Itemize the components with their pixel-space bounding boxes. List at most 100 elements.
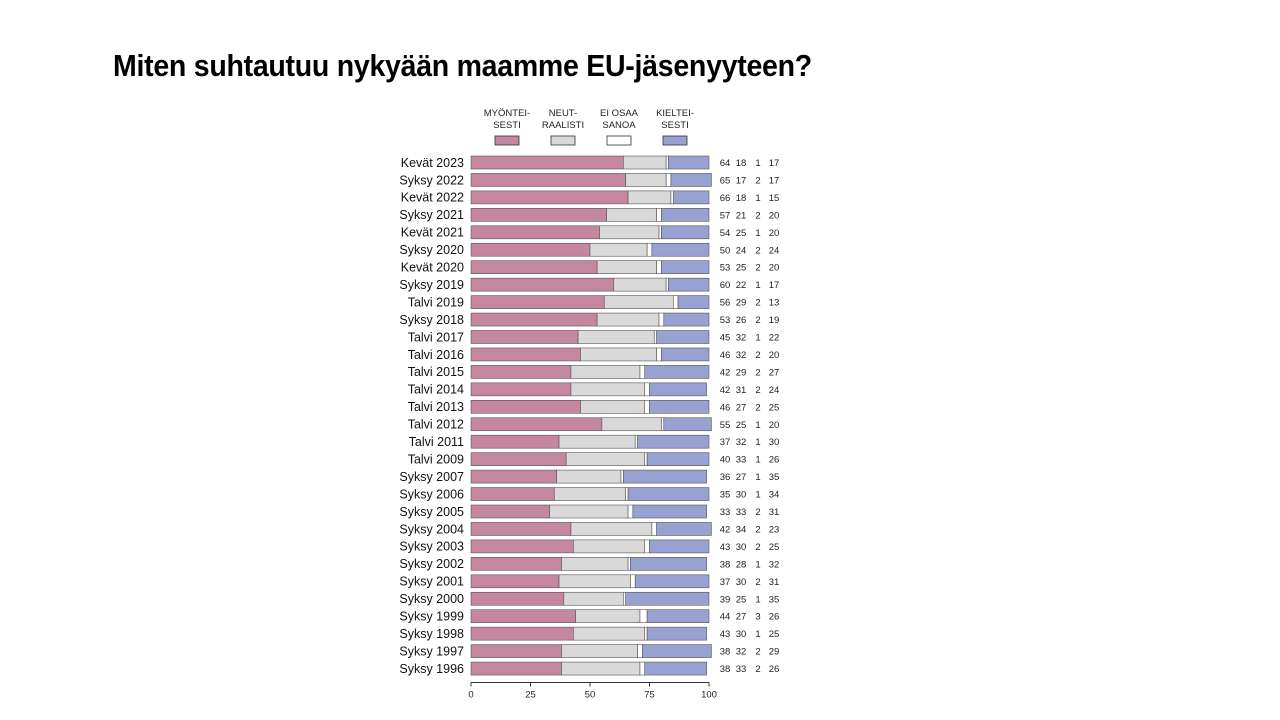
bar-segment — [570, 522, 653, 536]
value-label: 20 — [769, 350, 780, 361]
value-label: 2 — [755, 402, 760, 413]
value-label: 53 — [720, 315, 731, 326]
legend-label: SESTI — [661, 120, 688, 131]
value-label: 25 — [769, 629, 780, 640]
bar-segment — [665, 277, 669, 292]
value-label: 1 — [755, 629, 760, 640]
value-label: 35 — [769, 472, 780, 483]
bar-row: Kevät 2020 53 25 2 20 — [401, 260, 779, 275]
bar-segment — [470, 574, 560, 589]
value-label: 2 — [755, 245, 760, 256]
value-label: 34 — [769, 490, 780, 501]
category-label: Syksy 2022 — [399, 173, 464, 187]
bar-segment — [470, 365, 572, 379]
bar-segment — [470, 399, 581, 414]
value-label: 40 — [720, 455, 731, 466]
bar-row: Syksy 2003 43 30 2 25 — [399, 539, 780, 554]
bar-row: Talvi 2013 46 27 2 25 — [408, 399, 779, 414]
bar-segment — [625, 487, 629, 501]
bar-segment — [661, 225, 710, 240]
bar-segment — [644, 399, 650, 414]
bar-segment — [656, 330, 710, 344]
value-label: 37 — [720, 577, 731, 588]
value-label: 46 — [720, 402, 731, 413]
category-label: Syksy 2000 — [399, 592, 464, 606]
bar-segment — [470, 626, 574, 641]
bar-segment — [661, 347, 710, 362]
bar-segment — [627, 190, 672, 205]
value-label: 32 — [736, 437, 747, 448]
value-label: 32 — [736, 350, 747, 361]
bar-segment — [656, 522, 712, 536]
value-label: 1 — [755, 472, 760, 483]
bar-segment — [658, 312, 665, 327]
value-label: 26 — [769, 664, 780, 675]
value-label: 53 — [720, 263, 731, 274]
bar-segment — [649, 399, 710, 414]
bar-segment — [470, 539, 574, 554]
value-label: 15 — [769, 193, 780, 204]
bar-segment — [470, 487, 555, 501]
value-label: 38 — [720, 559, 731, 570]
legend-label: SANOA — [602, 120, 636, 131]
value-label: 45 — [720, 333, 731, 344]
bar-segment — [570, 382, 646, 397]
value-label: 34 — [736, 524, 747, 535]
value-label: 1 — [755, 594, 760, 605]
value-label: 21 — [736, 210, 747, 221]
value-label: 38 — [720, 647, 731, 658]
category-label: Syksy 1999 — [399, 610, 464, 624]
bar-segment — [601, 417, 662, 432]
category-label: Talvi 2012 — [408, 418, 464, 432]
value-label: 30 — [769, 437, 780, 448]
value-label: 2 — [755, 367, 760, 378]
value-label: 2 — [755, 315, 760, 326]
value-label: 30 — [736, 577, 747, 588]
value-label: 42 — [720, 524, 731, 535]
category-label: Syksy 1997 — [399, 644, 464, 658]
bar-segment — [470, 504, 550, 519]
legend-swatch — [494, 135, 520, 146]
value-label: 39 — [720, 594, 731, 605]
bar-segment — [644, 626, 648, 641]
bar-row: Syksy 2004 42 34 2 23 — [399, 522, 779, 536]
value-label: 1 — [755, 490, 760, 501]
bar-segment — [558, 434, 636, 449]
bar-segment — [639, 661, 646, 676]
legend-label: EI OSAA — [600, 108, 639, 119]
bar-segment — [634, 434, 638, 449]
bar-segment — [596, 260, 657, 275]
bar-segment — [637, 434, 710, 449]
category-label: Syksy 2018 — [399, 313, 464, 327]
value-label: 25 — [769, 542, 780, 553]
bar-segment — [639, 365, 646, 379]
bar-segment — [672, 295, 679, 309]
category-label: Syksy 1998 — [399, 627, 464, 641]
bar-segment — [470, 382, 572, 397]
value-label: 2 — [755, 385, 760, 396]
legend-label: KIELTEI- — [656, 108, 694, 119]
bar-segment — [561, 557, 629, 571]
value-label: 27 — [736, 402, 747, 413]
value-label: 1 — [755, 158, 760, 169]
category-label: Syksy 2020 — [399, 243, 464, 257]
x-tick-label: 50 — [585, 690, 596, 701]
bar-segment — [573, 539, 646, 554]
bar-segment — [644, 365, 710, 379]
category-label: Syksy 2005 — [399, 505, 464, 519]
bar-segment — [549, 504, 629, 519]
legend-swatch — [606, 135, 632, 146]
bar-segment — [642, 644, 712, 658]
category-label: Syksy 2007 — [399, 470, 464, 484]
bar-segment — [637, 644, 643, 658]
category-label: Syksy 2002 — [399, 557, 464, 571]
value-label: 18 — [736, 193, 747, 204]
category-label: Talvi 2019 — [408, 295, 464, 309]
category-label: Talvi 2009 — [408, 452, 464, 466]
value-label: 2 — [755, 664, 760, 675]
bar-row: Syksy 2000 39 25 1 35 — [399, 591, 779, 606]
bar-segment — [596, 312, 660, 327]
value-label: 32 — [769, 559, 780, 570]
bar-row: Talvi 2011 37 32 1 30 — [409, 434, 780, 449]
bar-segment — [470, 417, 603, 432]
